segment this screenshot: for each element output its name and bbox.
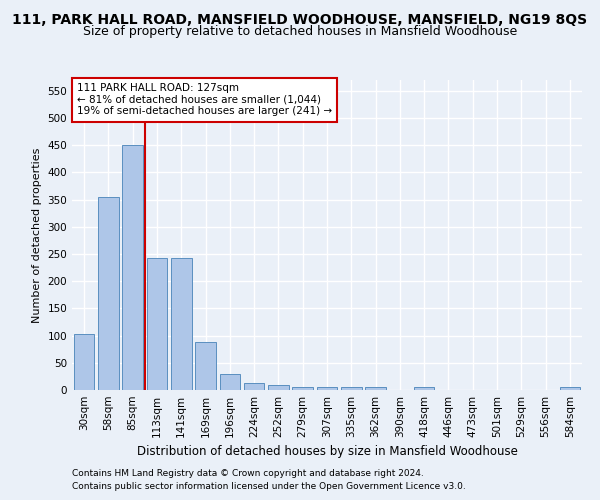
Bar: [268, 385, 289, 390]
Text: 111, PARK HALL ROAD, MANSFIELD WOODHOUSE, MANSFIELD, NG19 8QS: 111, PARK HALL ROAD, MANSFIELD WOODHOUSE…: [13, 12, 587, 26]
Y-axis label: Number of detached properties: Number of detached properties: [32, 148, 42, 322]
Bar: [365, 388, 386, 390]
Bar: [292, 386, 313, 390]
Bar: [341, 388, 362, 390]
Text: Size of property relative to detached houses in Mansfield Woodhouse: Size of property relative to detached ho…: [83, 25, 517, 38]
Text: Contains public sector information licensed under the Open Government Licence v3: Contains public sector information licen…: [72, 482, 466, 491]
Text: 111 PARK HALL ROAD: 127sqm
← 81% of detached houses are smaller (1,044)
19% of s: 111 PARK HALL ROAD: 127sqm ← 81% of deta…: [77, 83, 332, 116]
Bar: [414, 388, 434, 390]
Bar: [244, 383, 265, 390]
Bar: [74, 334, 94, 390]
Bar: [171, 258, 191, 390]
Bar: [146, 258, 167, 390]
X-axis label: Distribution of detached houses by size in Mansfield Woodhouse: Distribution of detached houses by size …: [137, 446, 517, 458]
Bar: [560, 388, 580, 390]
Bar: [195, 342, 216, 390]
Bar: [122, 146, 143, 390]
Bar: [317, 388, 337, 390]
Bar: [220, 374, 240, 390]
Bar: [98, 198, 119, 390]
Text: Contains HM Land Registry data © Crown copyright and database right 2024.: Contains HM Land Registry data © Crown c…: [72, 468, 424, 477]
